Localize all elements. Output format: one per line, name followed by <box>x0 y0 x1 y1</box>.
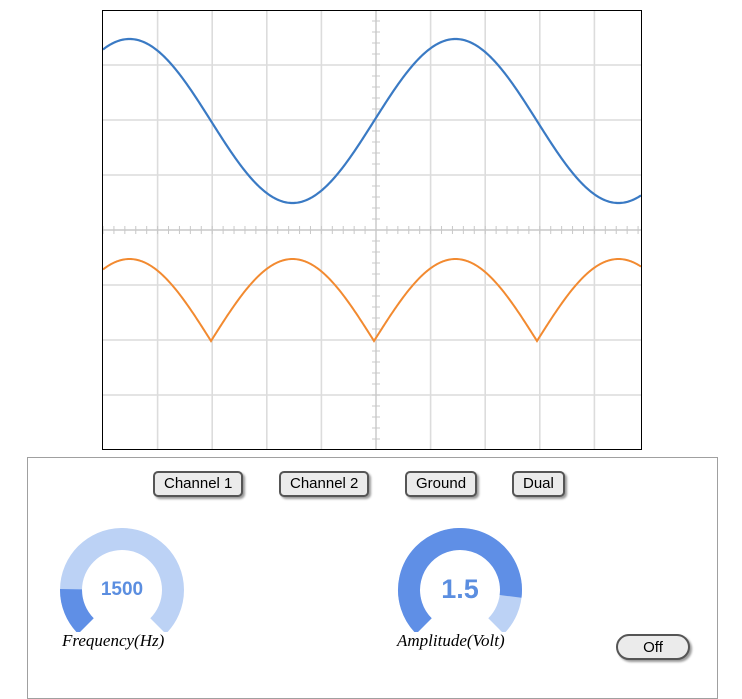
channel-2-button[interactable]: Channel 2 <box>279 471 370 497</box>
amplitude-gauge-fill <box>398 528 522 634</box>
frequency-gauge-fill <box>60 588 95 634</box>
channel-1-button[interactable]: Channel 1 <box>153 471 244 497</box>
amplitude-knob[interactable]: 1.5 <box>396 528 524 634</box>
frequency-label: Frequency(Hz) <box>62 631 165 650</box>
channel-1-trace <box>103 37 641 205</box>
control-panel <box>27 457 718 699</box>
channel-2-trace <box>103 258 641 343</box>
oscilloscope-screen <box>102 10 642 450</box>
power-off-button[interactable]: Off <box>616 634 690 660</box>
oscilloscope-display <box>103 11 641 449</box>
frequency-value: 1500 <box>100 579 144 600</box>
amplitude-value: 1.5 <box>441 574 479 604</box>
dual-button[interactable]: Dual <box>512 471 565 497</box>
frequency-gauge <box>60 528 184 634</box>
amplitude-gauge <box>398 528 522 634</box>
ground-button[interactable]: Ground <box>405 471 478 497</box>
amplitude-label: Amplitude(Volt) <box>397 631 505 650</box>
scope-axes <box>103 11 641 449</box>
frequency-knob[interactable]: 1500 <box>58 528 186 634</box>
